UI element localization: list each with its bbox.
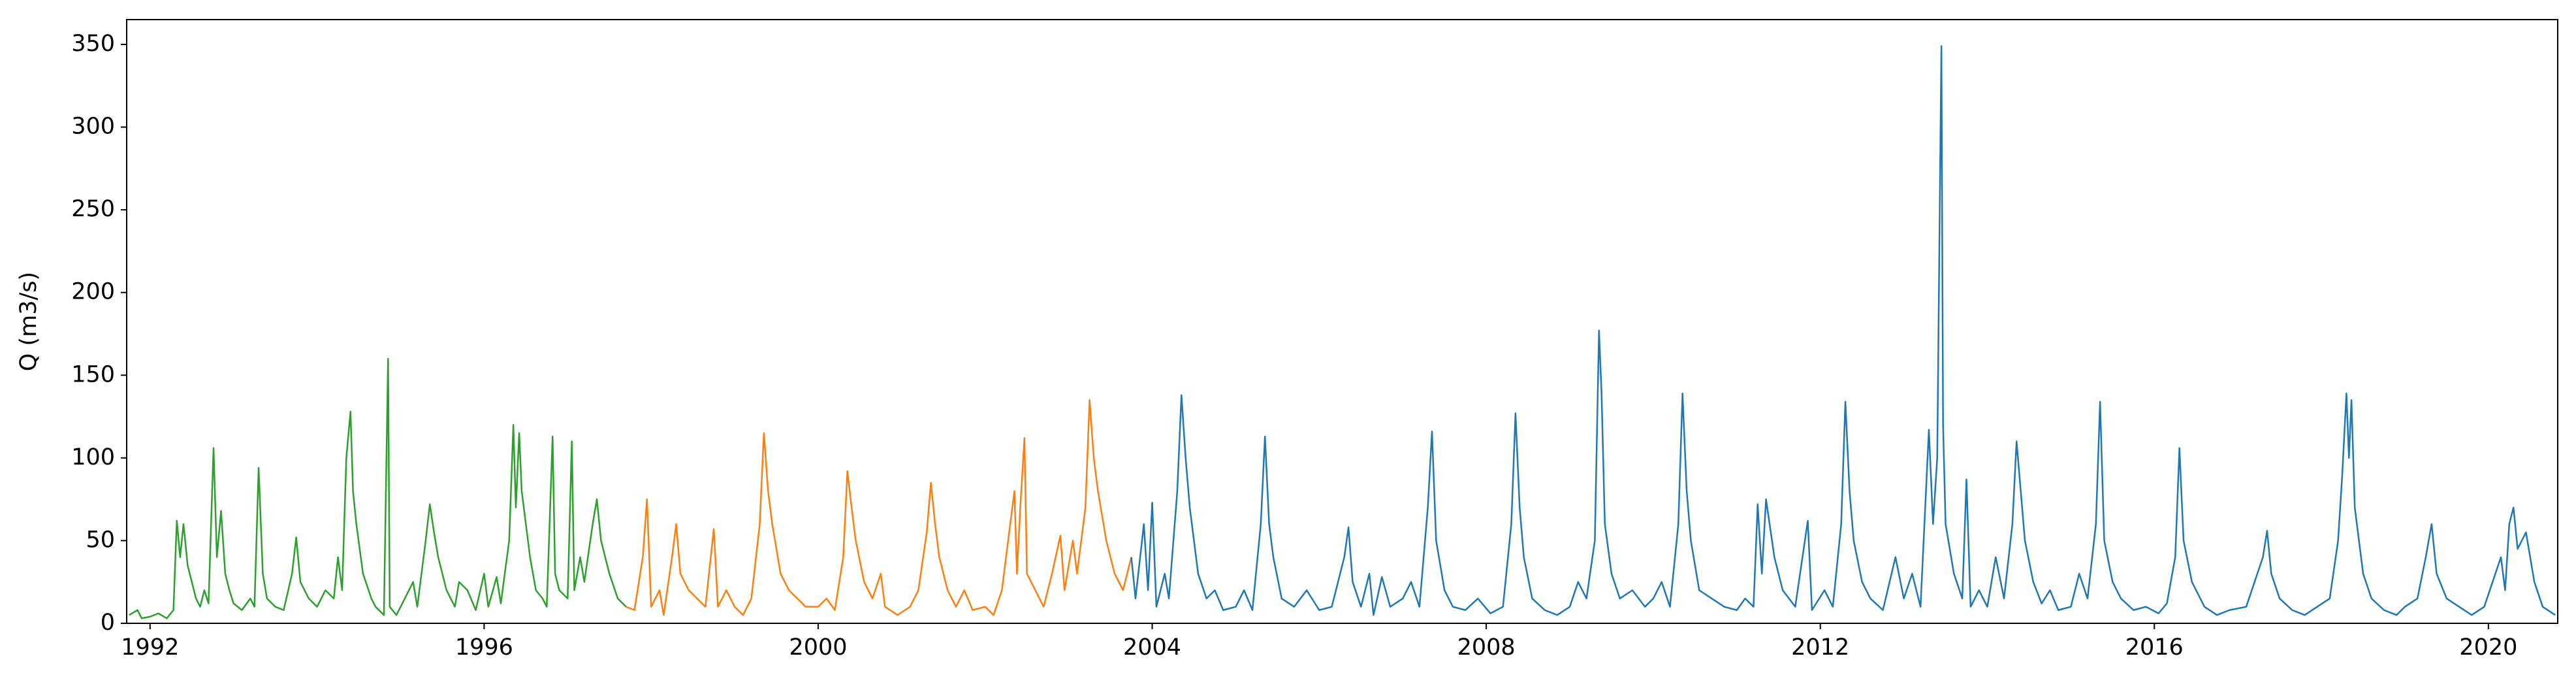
x-tick-label: 1996 xyxy=(455,634,513,661)
x-tick-label: 2020 xyxy=(2459,634,2517,661)
x-tick-label: 2016 xyxy=(2125,634,2184,661)
series-line xyxy=(129,357,627,619)
y-tick-label: 350 xyxy=(71,31,115,57)
series-line xyxy=(626,399,1132,616)
y-tick-label: 250 xyxy=(71,196,115,222)
series-line xyxy=(1130,45,2556,616)
y-tick-label: 300 xyxy=(71,114,115,140)
x-tick-label: 2008 xyxy=(1457,634,1516,661)
y-tick-label: 50 xyxy=(86,527,115,553)
y-tick-label: 200 xyxy=(71,279,115,305)
x-tick-label: 2012 xyxy=(1791,634,1849,661)
plot-frame xyxy=(126,19,2558,624)
y-tick-label: 0 xyxy=(101,610,115,636)
x-tick-label: 1992 xyxy=(121,634,179,661)
y-tick-label: 150 xyxy=(71,361,115,387)
x-tick-label: 2000 xyxy=(789,634,847,661)
y-axis-label: Q (m3/s) xyxy=(16,272,42,371)
y-tick-label: 100 xyxy=(71,444,115,470)
x-tick-label: 2004 xyxy=(1123,634,1181,661)
